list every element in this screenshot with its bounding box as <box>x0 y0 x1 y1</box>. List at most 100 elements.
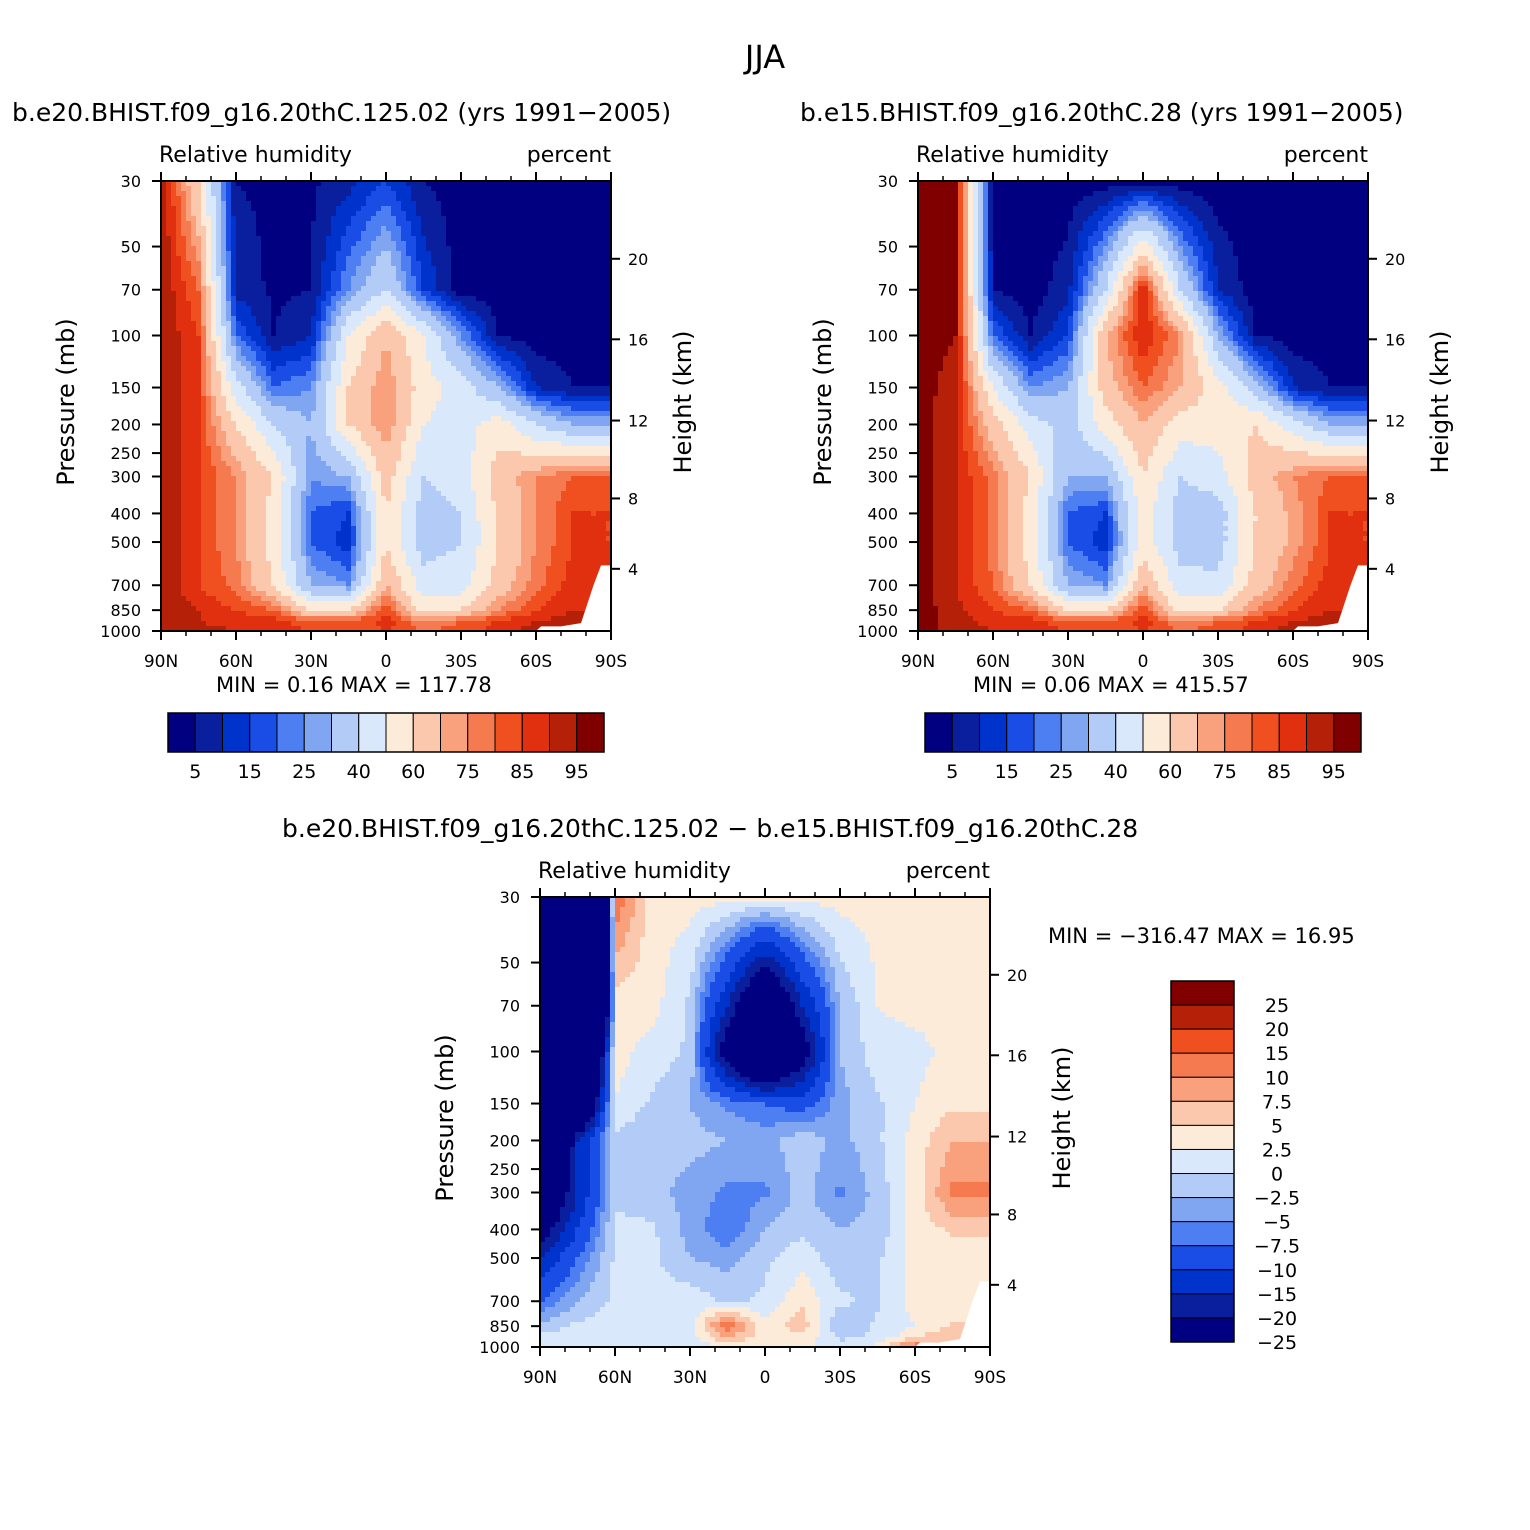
panel-1-cell <box>376 216 382 222</box>
panel-1-cell <box>511 221 517 227</box>
panel-1-cell <box>556 271 562 277</box>
panel-1-cell <box>561 231 567 237</box>
panel-1-cell <box>466 186 472 192</box>
panel-1-cell <box>216 206 222 212</box>
panel-1-cell <box>481 201 487 207</box>
panel-1-cell <box>451 221 457 227</box>
panel-1-cell <box>166 201 172 207</box>
panel-1-cell <box>531 211 537 217</box>
panel-1-cell <box>581 186 587 192</box>
panel-1-cell <box>421 241 427 247</box>
panel-1-cell <box>246 281 252 287</box>
panel-1-cell <box>271 186 277 192</box>
panel-1-cell <box>486 201 492 207</box>
panel-1-cell <box>431 226 437 232</box>
panel-1-cell <box>261 261 267 267</box>
panel-1-cell <box>321 286 327 292</box>
panel-1-cell <box>206 271 212 277</box>
panel-1-cell <box>261 226 267 232</box>
panel-1-cell <box>561 281 567 287</box>
panel-1-cell <box>166 266 172 272</box>
panel-1-cell <box>201 271 207 277</box>
panel-1-cell <box>171 211 177 217</box>
panel-1-cell <box>451 186 457 192</box>
panel-1-cell <box>576 286 582 292</box>
panel-1-cell <box>596 191 602 197</box>
panel-1-cell <box>546 201 552 207</box>
panel-1-cell <box>411 206 417 212</box>
panel-1-cell <box>391 236 397 242</box>
panel-1-cell <box>526 256 532 262</box>
panel-1-cell <box>351 246 357 252</box>
panel-1-cell <box>366 251 372 257</box>
panel-1-cell <box>211 256 217 262</box>
panel-1-cell <box>386 191 392 197</box>
panel-1-cell <box>231 191 237 197</box>
panel-1-cell <box>256 221 262 227</box>
panel-1-cell <box>201 201 207 207</box>
panel-1-cell <box>381 266 387 272</box>
panel-1-cell <box>196 201 202 207</box>
panel-1-cell <box>531 281 537 287</box>
panel-1-cell <box>446 196 452 202</box>
panel-1-cell <box>171 241 177 247</box>
panel-1-cell <box>596 241 602 247</box>
panel-1-cell <box>416 286 422 292</box>
panel-1-cell <box>311 211 317 217</box>
panel-1-cell <box>241 276 247 282</box>
panel-1-cell <box>241 186 247 192</box>
panel-1-cell <box>546 276 552 282</box>
panel-1-cell <box>311 196 317 202</box>
panel-1-cell <box>556 216 562 222</box>
panel-1-cell <box>541 241 547 247</box>
panel-1-cell <box>291 256 297 262</box>
panel-1-cell <box>521 241 527 247</box>
panel-1-cell <box>576 191 582 197</box>
panel-1-cell <box>571 216 577 222</box>
panel-1-cell <box>561 256 567 262</box>
panel-1-cell <box>401 281 407 287</box>
panel-1-cell <box>531 191 537 197</box>
panel-1-cell <box>376 201 382 207</box>
panel-1-cell <box>246 256 252 262</box>
panel-1-cell <box>201 186 207 192</box>
panel-1-cell <box>206 226 212 232</box>
panel-1-cell <box>566 231 572 237</box>
panel-1-cell <box>166 251 172 257</box>
panel-1-cell <box>386 186 392 192</box>
panel-1-cell <box>506 286 512 292</box>
panel-1-cell <box>416 281 422 287</box>
panel-1-cell <box>401 241 407 247</box>
panel-1-cell <box>196 216 202 222</box>
panel-1-cell <box>511 186 517 192</box>
panel-1-cell <box>266 206 272 212</box>
panel-1-cell <box>316 286 322 292</box>
panel-1-cell <box>476 266 482 272</box>
panel-1-cell <box>451 216 457 222</box>
panel-1-cell <box>381 196 387 202</box>
panel-1-cell <box>426 261 432 267</box>
panel-1-cell <box>546 231 552 237</box>
panel-1-cell <box>286 226 292 232</box>
panel-1-cell <box>381 231 387 237</box>
panel-1-cell <box>551 241 557 247</box>
panel-1-cell <box>416 191 422 197</box>
panel-1-cell <box>581 236 587 242</box>
panel-1-cell <box>506 191 512 197</box>
panel-1-cell <box>276 221 282 227</box>
panel-1-cell <box>291 266 297 272</box>
panel-1-cell <box>591 266 597 272</box>
panel-1-cell <box>346 241 352 247</box>
panel-1-cell <box>291 226 297 232</box>
panel-1-cell <box>241 211 247 217</box>
panel-1-cell <box>261 276 267 282</box>
panel-1-cell <box>566 246 572 252</box>
panel-1-cell <box>416 216 422 222</box>
panel-1-cell <box>516 271 522 277</box>
panel-1-cell <box>226 216 232 222</box>
panel-1-cell <box>541 231 547 237</box>
panel-1-cell <box>406 241 412 247</box>
panel-1-cell <box>176 241 182 247</box>
panel-1-cell <box>561 241 567 247</box>
panel-1-cell <box>531 256 537 262</box>
